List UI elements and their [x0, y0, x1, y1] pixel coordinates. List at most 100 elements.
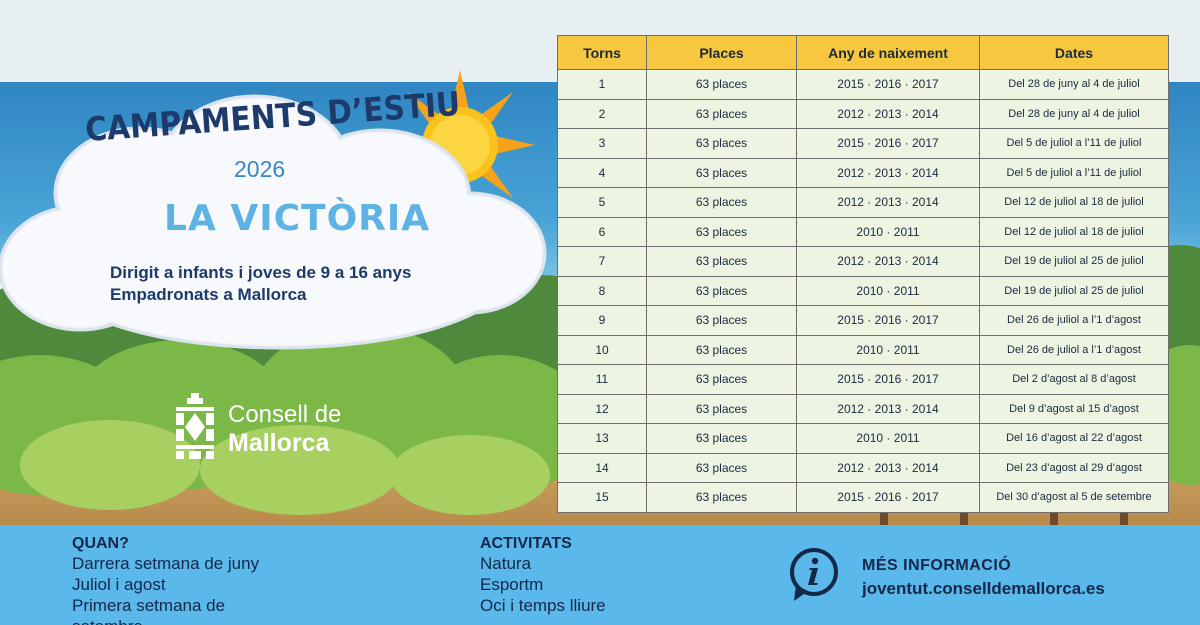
cell-torn: 8: [557, 275, 647, 306]
logo-text-line1: Consell de: [228, 401, 342, 428]
header-torns: Torns: [557, 35, 647, 70]
table-body: 1 63 places 2015 · 2016 · 2017 Del 28 de ju…: [557, 69, 1169, 513]
cell-birth-year: 2010 · 2011: [796, 216, 980, 247]
header-dates: Dates: [979, 35, 1169, 70]
table-row: 15 63 places 2015 · 2016 · 2017 Del 30 d’ag…: [557, 482, 1169, 513]
table-header-row: Torns Places Any de naixement Dates: [557, 35, 1169, 70]
when-heading: QUAN?: [72, 535, 129, 552]
cell-dates: Del 2 d’agost al 8 d’agost: [979, 364, 1169, 395]
table-row: 13 63 places 2010 · 2011 Del 16 d’agost al …: [557, 423, 1169, 454]
table-row: 7 63 places 2012 · 2013 · 2014 Del 19 de ju…: [557, 246, 1169, 277]
cell-birth-year: 2012 · 2013 · 2014: [796, 452, 980, 483]
cell-dates: Del 5 de juliol a l’11 de juliol: [979, 157, 1169, 188]
poster-year: 2026: [234, 156, 286, 182]
table-row: 14 63 places 2012 · 2013 · 2014 Del 23 d’ag…: [557, 452, 1169, 483]
cell-places: 63 places: [646, 364, 797, 395]
table-row: 3 63 places 2015 · 2016 · 2017 Del 5 de jul…: [557, 128, 1169, 159]
when-line-2: Juliol i agost: [72, 575, 166, 594]
cell-dates: Del 16 d’agost al 22 d’agost: [979, 423, 1169, 454]
cell-places: 63 places: [646, 305, 797, 336]
when-line-1: Darrera setmana de juny: [72, 554, 260, 573]
cell-torn: 9: [557, 305, 647, 336]
table-row: 1 63 places 2015 · 2016 · 2017 Del 28 de ju…: [557, 69, 1169, 100]
cell-birth-year: 2015 · 2016 · 2017: [796, 128, 980, 159]
cell-places: 63 places: [646, 246, 797, 277]
target-line-2: Empadronats a Mallorca: [110, 285, 307, 304]
cell-places: 63 places: [646, 393, 797, 424]
poster-target: Dirigit a infants i joves de 9 a 16 anys…: [110, 262, 411, 306]
cell-places: 63 places: [646, 275, 797, 306]
cell-dates: Del 12 de juliol al 18 de juliol: [979, 216, 1169, 247]
cell-torn: 13: [557, 423, 647, 454]
cell-torn: 2: [557, 98, 647, 129]
activities-heading: ACTIVITATS: [480, 535, 572, 552]
table-row: 6 63 places 2010 · 2011 Del 12 de juliol al…: [557, 216, 1169, 247]
cell-places: 63 places: [646, 216, 797, 247]
activities-line-1: Natura: [480, 554, 532, 573]
cell-torn: 10: [557, 334, 647, 365]
more-info-link[interactable]: joventut.conselldemallorca.es: [862, 579, 1105, 598]
schedule-table: Torns Places Any de naixement Dates 1 63 …: [557, 35, 1169, 513]
cell-torn: 14: [557, 452, 647, 483]
cell-birth-year: 2012 · 2013 · 2014: [796, 157, 980, 188]
cell-birth-year: 2012 · 2013 · 2014: [796, 98, 980, 129]
consell-logo: Consell de Mallorca: [172, 393, 362, 465]
when-line-3: Primera setmana de: [72, 596, 226, 615]
cell-places: 63 places: [646, 187, 797, 218]
cell-places: 63 places: [646, 98, 797, 129]
logo-text-line2: Mallorca: [228, 429, 330, 457]
more-info-heading: MÉS INFORMACIÓ: [862, 557, 1012, 574]
cell-birth-year: 2015 · 2016 · 2017: [796, 69, 980, 100]
info-icon: [790, 548, 838, 601]
cell-birth-year: 2015 · 2016 · 2017: [796, 364, 980, 395]
table-row: 9 63 places 2015 · 2016 · 2017 Del 26 de ju…: [557, 305, 1169, 336]
target-line-1: Dirigit a infants i joves de 9 a 16 anys: [110, 263, 412, 282]
cell-torn: 4: [557, 157, 647, 188]
cell-torn: 7: [557, 246, 647, 277]
table-row: 10 63 places 2010 · 2011 Del 26 de juliol a…: [557, 334, 1169, 365]
header-places: Places: [646, 35, 797, 70]
cell-torn: 6: [557, 216, 647, 247]
cell-dates: Del 9 d’agost al 15 d’agost: [979, 393, 1169, 424]
cell-torn: 5: [557, 187, 647, 218]
cell-dates: Del 28 de juny al 4 de juliol: [979, 69, 1169, 100]
cell-birth-year: 2012 · 2013 · 2014: [796, 393, 980, 424]
activities-line-2: Esportm: [480, 575, 544, 594]
cell-dates: Del 26 de juliol a l’1 d’agost: [979, 305, 1169, 336]
header-birth-year: Any de naixement: [796, 35, 980, 70]
schedule-table-container: Torns Places Any de naixement Dates 1 63 …: [557, 35, 1169, 513]
activities-line-3: Oci i temps lliure: [480, 596, 606, 615]
cell-dates: Del 19 de juliol al 25 de juliol: [979, 275, 1169, 306]
cell-birth-year: 2010 · 2011: [796, 334, 980, 365]
cell-birth-year: 2010 · 2011: [796, 275, 980, 306]
cell-torn: 11: [557, 364, 647, 395]
cell-places: 63 places: [646, 157, 797, 188]
cell-places: 63 places: [646, 423, 797, 454]
cell-torn: 15: [557, 482, 647, 513]
cell-torn: 3: [557, 128, 647, 159]
cell-birth-year: 2010 · 2011: [796, 423, 980, 454]
cell-places: 63 places: [646, 482, 797, 513]
cell-birth-year: 2012 · 2013 · 2014: [796, 246, 980, 277]
cell-places: 63 places: [646, 334, 797, 365]
cell-dates: Del 12 de juliol al 18 de juliol: [979, 187, 1169, 218]
cell-dates: Del 30 d’agost al 5 de setembre: [979, 482, 1169, 513]
cell-dates: Del 26 de juliol a l’1 d’agost: [979, 334, 1169, 365]
when-line-4: setembre: [72, 617, 143, 625]
table-row: 4 63 places 2012 · 2013 · 2014 Del 5 de jul…: [557, 157, 1169, 188]
table-row: 5 63 places 2012 · 2013 · 2014 Del 12 de ju…: [557, 187, 1169, 218]
table-row: 12 63 places 2012 · 2013 · 2014 Del 9 d’ago…: [557, 393, 1169, 424]
cell-places: 63 places: [646, 452, 797, 483]
table-row: 8 63 places 2010 · 2011 Del 19 de juliol al…: [557, 275, 1169, 306]
cell-torn: 12: [557, 393, 647, 424]
cell-places: 63 places: [646, 69, 797, 100]
cell-torn: 1: [557, 69, 647, 100]
cell-dates: Del 28 de juny al 4 de juliol: [979, 98, 1169, 129]
cell-dates: Del 23 d’agost al 29 d’agost: [979, 452, 1169, 483]
cloud-shape: [0, 94, 547, 350]
cell-dates: Del 19 de juliol al 25 de juliol: [979, 246, 1169, 277]
table-row: 11 63 places 2015 · 2016 · 2017 Del 2 d’ago…: [557, 364, 1169, 395]
cell-birth-year: 2015 · 2016 · 2017: [796, 305, 980, 336]
info-footer: QUAN? Darrera setmana de juny Juliol i a…: [0, 525, 1200, 625]
cell-birth-year: 2015 · 2016 · 2017: [796, 482, 980, 513]
